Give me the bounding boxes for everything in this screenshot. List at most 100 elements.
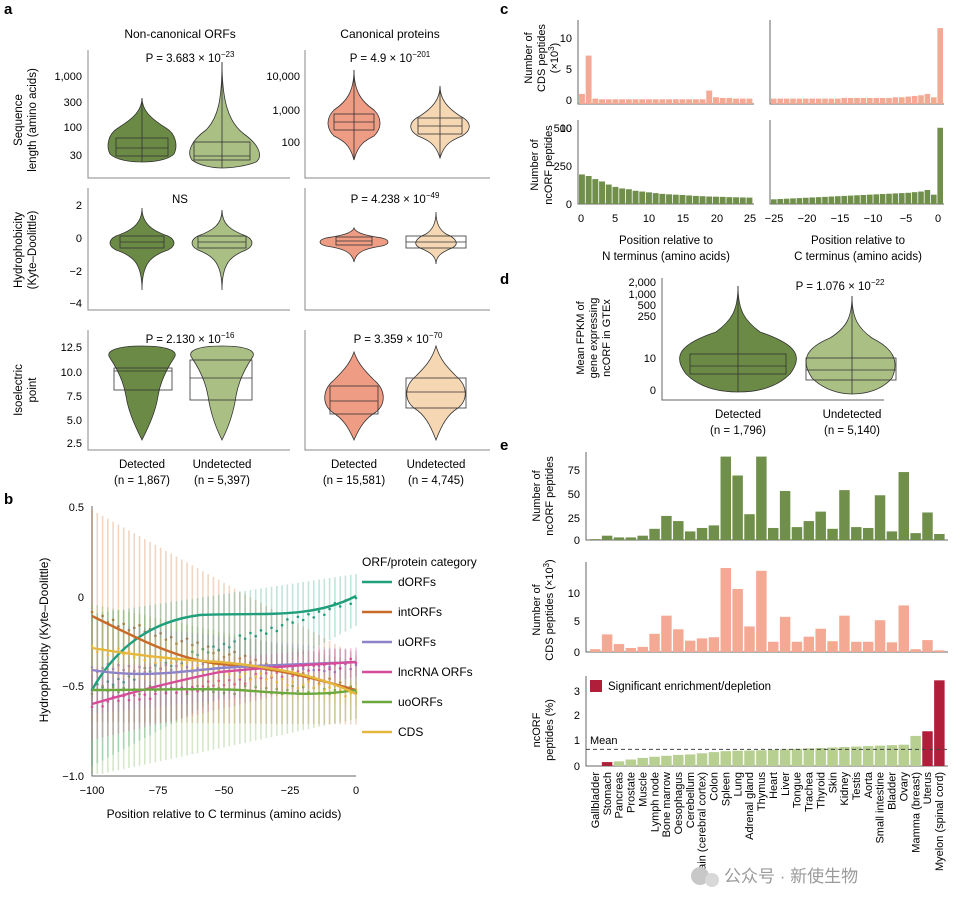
scatter-point xyxy=(280,677,284,681)
xlabel-right-detected-n: (n = 15,581) xyxy=(323,475,386,487)
cds-cterm-bar xyxy=(783,98,790,104)
scatter-point xyxy=(233,650,236,654)
trend-cds xyxy=(91,646,357,696)
scatter-point xyxy=(159,631,162,635)
cds-cterm-bar xyxy=(931,97,937,104)
nc-cterm-bar xyxy=(873,194,879,204)
cds-tissue-bar xyxy=(590,649,601,652)
cds-cterm-bar xyxy=(905,96,911,104)
pvalue-d: P = 1.076 × 10−22 xyxy=(796,278,885,293)
scatter-point xyxy=(249,631,252,635)
scatter-point xyxy=(275,680,279,684)
cds-nterm-bar xyxy=(719,97,726,104)
panel-b-label: b xyxy=(4,491,13,508)
tissue-label: Lymph node xyxy=(649,772,661,832)
cds-tissue-bar xyxy=(803,636,815,652)
tick: 5 xyxy=(612,213,618,225)
panel-c-xlabels: Position relative to N terminus (amino a… xyxy=(602,235,922,263)
tick: 300 xyxy=(64,97,82,109)
nc-cterm-bar xyxy=(803,197,809,204)
scatter-point xyxy=(154,634,157,638)
scatter-point xyxy=(117,647,120,650)
scatter-point xyxy=(201,662,205,666)
ncorf-tissue-bar xyxy=(768,527,779,540)
watermark-text: 公众号 · 新使生物 xyxy=(724,866,858,886)
panel-a-label: a xyxy=(4,1,13,18)
scatter-point xyxy=(132,626,136,630)
cds-cterm-bar xyxy=(867,97,873,104)
ylabel-hydro-2: (Kyte–Doolittle) xyxy=(27,211,39,290)
ticks-hydro-left: 2 0 −2 −4 xyxy=(69,200,82,310)
legend-uoorfs: uoORFs xyxy=(398,695,443,709)
scatter-point xyxy=(328,686,331,689)
cds-cterm-bar xyxy=(803,98,809,104)
tick: 30 xyxy=(70,150,82,162)
box-d-undetected xyxy=(805,357,897,381)
panel-b-axes xyxy=(91,506,356,777)
tick: 10,000 xyxy=(266,71,300,83)
cds-cterm-bar xyxy=(854,97,860,104)
cds-tissue-bar xyxy=(839,615,850,652)
cds-tissue-bar xyxy=(673,629,684,652)
scatter-point xyxy=(233,640,236,643)
tick: 0 xyxy=(650,385,656,397)
ylabel-e-bot-1: ncORF xyxy=(531,712,543,747)
scatter-point xyxy=(317,683,321,686)
scatter-point xyxy=(90,705,94,709)
tissue-label: Spleen xyxy=(720,772,732,806)
ylabel-e-bot-2: peptides (%) xyxy=(544,699,556,761)
cds-tissue-bar xyxy=(862,641,874,652)
cds-cterm-bar xyxy=(771,98,777,104)
ylabel-c-bot-2: ncORF peptides xyxy=(543,125,555,205)
cds-tissue-bar xyxy=(815,628,826,652)
tick: −0.5 xyxy=(62,681,84,693)
tissue-label: Thymus xyxy=(756,772,768,812)
scatter-point xyxy=(243,637,247,641)
frame-hydro-left xyxy=(87,188,290,311)
scatter-point xyxy=(117,625,120,628)
scatter-point xyxy=(196,641,199,644)
scatter-point xyxy=(191,685,194,689)
panel-d-violins xyxy=(679,285,897,395)
tick: 5.0 xyxy=(67,415,82,427)
trend-lncrna xyxy=(91,660,357,706)
tick: 10 xyxy=(644,353,656,365)
scatter-point xyxy=(254,675,257,678)
scatter-point xyxy=(206,685,210,689)
scatter-point xyxy=(349,667,353,671)
frame-pi-left xyxy=(87,330,290,451)
nc-nterm-bar xyxy=(739,197,746,204)
scatter-point xyxy=(201,685,205,688)
cds-nterm-bar xyxy=(652,99,659,104)
cds-cterm-bar xyxy=(835,98,841,104)
cds-cterm-bar xyxy=(860,97,867,104)
percent-tissue-bar xyxy=(839,747,850,766)
nc-nterm-bar xyxy=(619,188,626,204)
scatter-point xyxy=(117,677,120,681)
percent-tissue-bar xyxy=(922,731,933,766)
nc-nterm-bar xyxy=(713,196,719,204)
scatter-point xyxy=(307,669,310,672)
scatter-point xyxy=(164,663,168,667)
scatter-point xyxy=(212,684,215,687)
scatter-point xyxy=(90,610,94,614)
xlabel-left-undetected: Undetected xyxy=(193,459,252,471)
cds-nterm-bar xyxy=(639,99,646,104)
cds-nterm-bar xyxy=(632,99,639,104)
tick: 10.0 xyxy=(61,367,82,379)
scatter-point xyxy=(254,672,257,676)
tick: 1,000 xyxy=(272,105,300,117)
scatter-point xyxy=(138,665,141,669)
violin-hydro-left-undetected xyxy=(191,209,253,291)
tick: 10 xyxy=(568,588,580,600)
scatter-point xyxy=(301,685,305,689)
axis-c-top-left xyxy=(577,20,754,105)
nc-cterm-bar xyxy=(835,196,841,204)
nc-cterm-bar xyxy=(937,127,943,204)
percent-tissue-bar xyxy=(613,761,625,766)
box-pi-right-detected xyxy=(329,385,379,415)
percent-tissue-bar xyxy=(601,762,613,766)
scatter-point xyxy=(323,613,326,617)
row-label-pi: Isoelectric point xyxy=(13,364,39,416)
